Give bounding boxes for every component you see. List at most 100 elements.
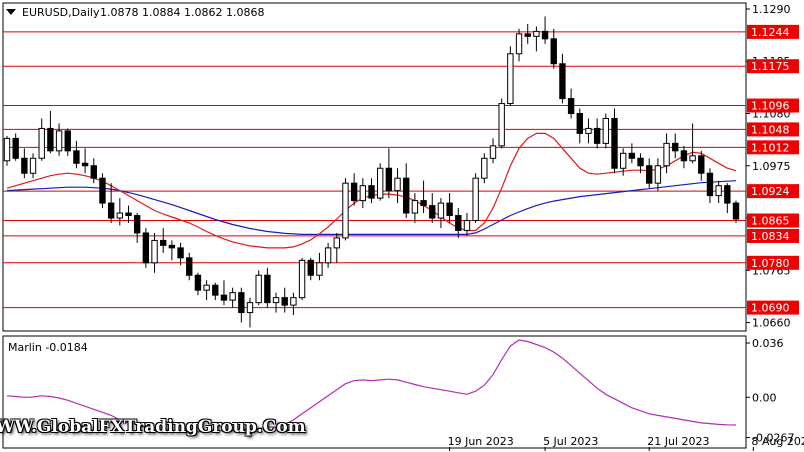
candle	[133, 213, 141, 243]
candle-body	[376, 167, 384, 199]
price-tick-label: 1.0975	[752, 160, 791, 173]
candle-body	[264, 274, 271, 304]
level-label: 1.0690	[751, 302, 790, 315]
candle	[437, 198, 445, 228]
candle	[611, 108, 618, 174]
candle-body	[541, 30, 549, 40]
level-label: 1.0924	[751, 185, 790, 198]
level-label: 1.1048	[751, 123, 790, 136]
level-label-box	[747, 184, 799, 199]
ohlc-label: 1.0878 1.0884 1.0862 1.0868	[100, 6, 264, 19]
candle	[550, 28, 557, 69]
level-label: 1.0865	[751, 215, 790, 228]
candle-body	[38, 127, 45, 159]
candle-body	[298, 259, 306, 299]
level-label: 1.0780	[751, 257, 790, 270]
candle-body	[663, 142, 670, 167]
candle	[29, 153, 37, 179]
level-label-box	[747, 24, 799, 39]
candle	[394, 168, 401, 204]
candle-body	[342, 182, 349, 239]
candle	[220, 280, 228, 306]
level-label-box	[747, 300, 799, 315]
candle-body	[55, 130, 63, 152]
candle-body	[125, 212, 132, 217]
level-label: 1.1012	[751, 141, 790, 154]
candle	[446, 193, 453, 223]
candle	[602, 113, 610, 149]
candle-body	[498, 103, 505, 147]
candle	[307, 257, 314, 281]
candle	[116, 198, 124, 226]
candle-body	[646, 165, 653, 184]
candle-body	[481, 157, 488, 179]
candle-body	[203, 284, 210, 291]
candle	[246, 297, 254, 328]
candle	[99, 173, 106, 209]
candle-body	[698, 155, 705, 174]
candle-body	[446, 202, 453, 217]
candle	[628, 143, 636, 164]
candle	[342, 178, 349, 241]
candle	[463, 213, 471, 236]
candle	[498, 98, 505, 149]
candle-body	[524, 33, 531, 37]
candle-body	[533, 30, 540, 37]
candle-body	[350, 182, 358, 202]
candle	[3, 135, 11, 166]
candle	[125, 205, 132, 223]
candle-body	[593, 127, 601, 144]
candle-body	[107, 202, 115, 219]
candle	[324, 242, 332, 268]
candle	[567, 88, 575, 119]
level-label: 1.1096	[751, 100, 790, 113]
candle-body	[368, 185, 375, 199]
candle	[619, 148, 627, 176]
candle	[429, 193, 436, 223]
candle-body	[437, 202, 445, 219]
candle	[73, 140, 80, 169]
candle	[637, 153, 644, 174]
candle	[376, 163, 384, 201]
price-axis: 1.12901.11851.10801.09751.08701.07651.06…	[746, 3, 791, 330]
candle	[524, 23, 531, 44]
candle	[64, 128, 71, 156]
candle-body	[29, 157, 37, 174]
candle	[272, 292, 280, 313]
candle	[359, 178, 367, 209]
price-tick-label: 1.0660	[752, 317, 791, 330]
candle	[194, 272, 202, 296]
level-labels: 1.1244 1.1175 1.1096 1.1048 1.1012 1.0924 1.08…	[747, 24, 799, 315]
dropdown-triangle-icon[interactable]	[6, 9, 16, 15]
candle	[168, 240, 176, 261]
candle-body	[385, 167, 393, 192]
candle-body	[515, 33, 523, 55]
level-label-box	[747, 122, 799, 137]
candle-body	[394, 177, 401, 192]
candle-body	[672, 142, 679, 152]
oscillator-tick-label: -0.0267	[752, 432, 794, 445]
candle	[672, 133, 679, 159]
candle-body	[81, 162, 89, 167]
candle-body	[654, 165, 662, 184]
candle-body	[272, 297, 280, 304]
time-tick-label: 19 Jun 2023	[448, 435, 514, 448]
candle	[385, 148, 393, 199]
candle	[298, 257, 306, 301]
candle	[264, 267, 271, 308]
level-label: 1.0834	[751, 230, 790, 243]
candle	[646, 158, 653, 189]
candle-body	[151, 239, 158, 264]
candle	[706, 168, 714, 204]
candle-body	[290, 297, 297, 306]
candle	[81, 148, 89, 174]
indicator-plot-frame	[2, 335, 747, 449]
level-label-box	[747, 59, 799, 74]
level-label-box	[747, 213, 799, 228]
candle-body	[142, 232, 150, 264]
candle	[455, 208, 462, 238]
candle-body	[619, 152, 627, 169]
candle-body	[177, 247, 184, 259]
candle	[663, 133, 670, 174]
